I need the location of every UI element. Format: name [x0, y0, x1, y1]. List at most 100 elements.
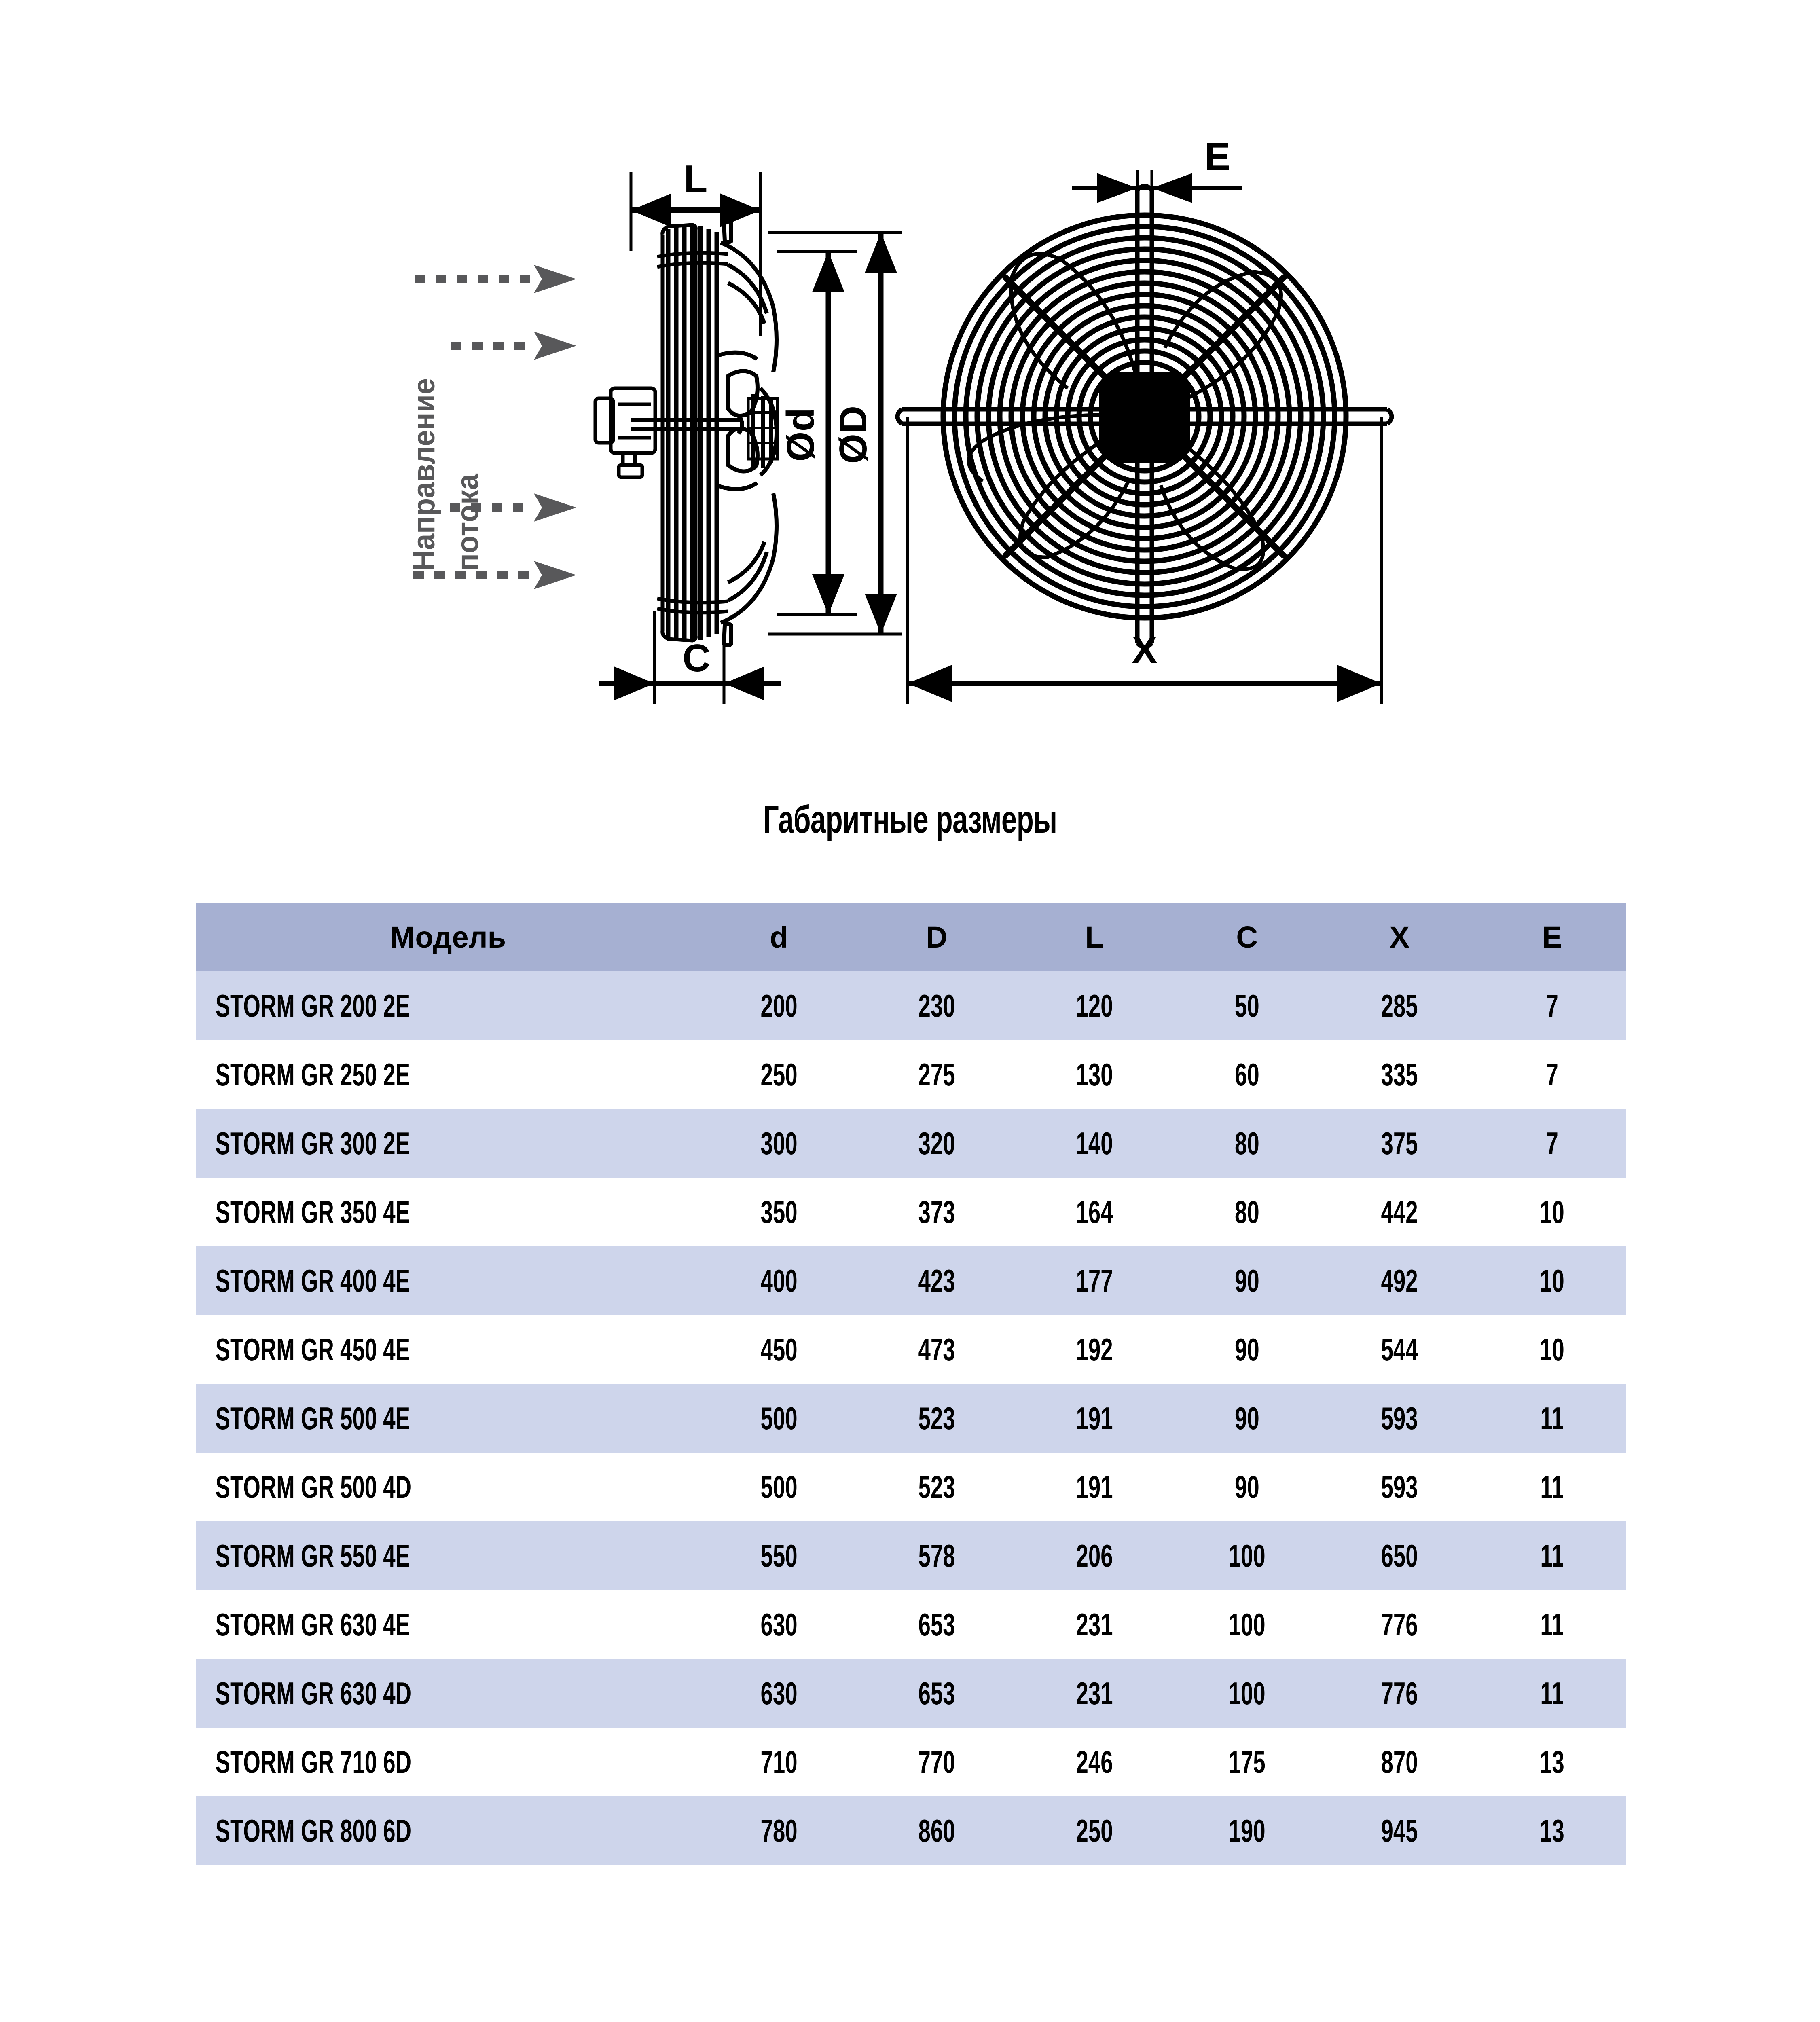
- page-title-text: Габаритные размеры: [763, 798, 1058, 841]
- cell-C: 90: [1173, 1453, 1321, 1521]
- cell-E-text: 10: [1540, 1194, 1565, 1230]
- cell-X-text: 650: [1381, 1538, 1418, 1574]
- cell-X: 593: [1321, 1453, 1479, 1521]
- cell-C-text: 80: [1234, 1125, 1259, 1161]
- table-row: STORM GR 500 4D 500 523 191 90 593 11: [196, 1453, 1626, 1521]
- cell-model-text: STORM GR 550 4E: [215, 1538, 411, 1574]
- cell-L: 120: [1015, 971, 1173, 1040]
- cell-model: STORM GR 630 4D: [196, 1659, 700, 1728]
- impeller: [716, 241, 779, 625]
- cell-E: 7: [1478, 1040, 1626, 1109]
- cell-L: 250: [1015, 1796, 1173, 1865]
- column-header-model: Модель: [196, 903, 700, 971]
- page-title: Габаритные размеры: [255, 797, 1565, 842]
- cell-C-text: 50: [1234, 988, 1259, 1024]
- cell-E-text: 7: [1546, 988, 1558, 1024]
- cell-D: 275: [857, 1040, 1016, 1109]
- cell-d: 550: [700, 1521, 858, 1590]
- cell-L: 140: [1015, 1109, 1173, 1178]
- side-view: [593, 172, 902, 704]
- cell-E: 7: [1478, 1109, 1626, 1178]
- cell-model: STORM GR 450 4E: [196, 1315, 700, 1384]
- cell-C-text: 100: [1228, 1538, 1266, 1574]
- cell-d: 450: [700, 1315, 858, 1384]
- flow-direction-label: Направление потока: [366, 259, 576, 582]
- cell-d: 630: [700, 1659, 858, 1728]
- cell-C-text: 60: [1234, 1056, 1259, 1092]
- guard-rings: [940, 212, 1349, 621]
- dimension-label-group: L C Ød ØD: [682, 157, 875, 680]
- cell-L-text: 120: [1076, 988, 1113, 1024]
- cell-X: 375: [1321, 1109, 1479, 1178]
- cell-X: 650: [1321, 1521, 1479, 1590]
- cell-model-text: STORM GR 400 4E: [215, 1263, 411, 1299]
- column-header-L: L: [1015, 903, 1173, 971]
- table-row: STORM GR 630 4D 630 653 231 100 776 11: [196, 1659, 1626, 1728]
- cell-E-text: 11: [1540, 1538, 1564, 1574]
- cell-E-text: 13: [1540, 1744, 1565, 1780]
- cell-E-text: 7: [1546, 1125, 1558, 1161]
- label-E: E: [1204, 135, 1230, 178]
- cell-model-text: STORM GR 800 6D: [215, 1813, 412, 1849]
- cell-d: 630: [700, 1590, 858, 1659]
- cell-L: 246: [1015, 1728, 1173, 1796]
- cell-X: 870: [1321, 1728, 1479, 1796]
- cell-C: 190: [1173, 1796, 1321, 1865]
- cell-D: 230: [857, 971, 1016, 1040]
- cell-d-text: 400: [760, 1263, 798, 1299]
- cell-D-text: 653: [918, 1606, 955, 1642]
- column-header-E: E: [1478, 903, 1626, 971]
- cell-D-text: 320: [918, 1125, 955, 1161]
- table-row: STORM GR 250 2E 250 275 130 60 335 7: [196, 1040, 1626, 1109]
- cell-C-text: 90: [1234, 1331, 1259, 1367]
- label-X: X: [1132, 628, 1158, 672]
- cell-model: STORM GR 800 6D: [196, 1796, 700, 1865]
- cell-X-text: 335: [1381, 1056, 1418, 1092]
- cell-d: 400: [700, 1246, 858, 1315]
- cell-C-text: 175: [1228, 1744, 1266, 1780]
- cell-model-text: STORM GR 350 4E: [215, 1194, 411, 1230]
- cell-d: 350: [700, 1178, 858, 1246]
- cell-D-text: 230: [918, 988, 955, 1024]
- cell-model-text: STORM GR 200 2E: [215, 988, 411, 1024]
- cell-D-text: 523: [918, 1400, 955, 1436]
- cell-X: 544: [1321, 1315, 1479, 1384]
- cell-C: 60: [1173, 1040, 1321, 1109]
- cell-L-text: 164: [1076, 1194, 1113, 1230]
- cell-E-text: 10: [1540, 1331, 1565, 1367]
- cell-model: STORM GR 550 4E: [196, 1521, 700, 1590]
- cell-d: 500: [700, 1453, 858, 1521]
- dimensions-table-wrap: Модель d D L C X E STORM GR 200 2E 200 230…: [196, 903, 1626, 1865]
- table-row: STORM GR 550 4E 550 578 206 100 650 11: [196, 1521, 1626, 1590]
- cell-model-text: STORM GR 710 6D: [215, 1744, 412, 1780]
- cell-d: 300: [700, 1109, 858, 1178]
- cell-D: 860: [857, 1796, 1016, 1865]
- table-header: Модель d D L C X E: [196, 903, 1626, 971]
- cell-D-text: 423: [918, 1263, 955, 1299]
- cell-D: 653: [857, 1659, 1016, 1728]
- cell-C: 90: [1173, 1384, 1321, 1453]
- cell-X-text: 492: [1381, 1263, 1418, 1299]
- cell-D: 473: [857, 1315, 1016, 1384]
- side-guard-rings: [657, 251, 728, 615]
- cell-model: STORM GR 500 4D: [196, 1453, 700, 1521]
- cell-L: 177: [1015, 1246, 1173, 1315]
- fan-hub: [1099, 372, 1190, 463]
- side-guard-shell: [660, 223, 698, 643]
- cell-D: 320: [857, 1109, 1016, 1178]
- cell-d-text: 630: [760, 1675, 798, 1711]
- dimension-D: [768, 231, 902, 636]
- cell-E: 11: [1478, 1659, 1626, 1728]
- cell-X: 593: [1321, 1384, 1479, 1453]
- cell-C-text: 90: [1234, 1469, 1259, 1505]
- cell-D-text: 653: [918, 1675, 955, 1711]
- flow-arrows-group: [413, 265, 576, 589]
- cell-C-text: 90: [1234, 1400, 1259, 1436]
- cell-C-text: 80: [1234, 1194, 1259, 1230]
- cell-model: STORM GR 500 4E: [196, 1384, 700, 1453]
- cell-d: 780: [700, 1796, 858, 1865]
- column-header-D: D: [857, 903, 1016, 971]
- dimension-d: [777, 250, 857, 616]
- cell-d-text: 630: [760, 1606, 798, 1642]
- flow-arrow-icon: [451, 332, 576, 360]
